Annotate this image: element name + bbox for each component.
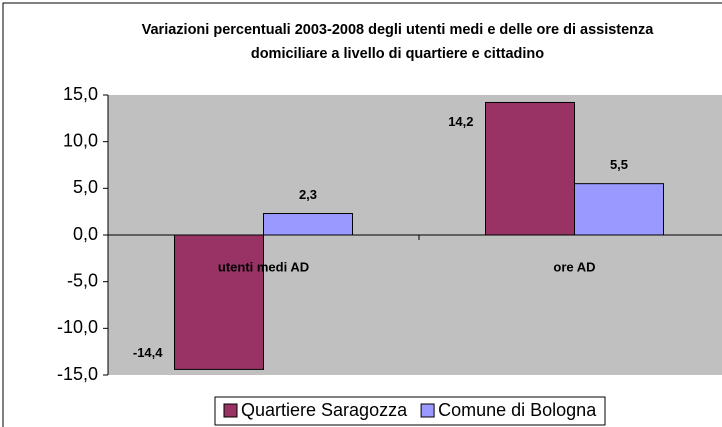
y-tick-label: 15,0 — [63, 84, 98, 104]
legend-box — [214, 396, 606, 426]
y-tick-label: 10,0 — [63, 130, 98, 150]
data-label: 14,2 — [448, 114, 473, 129]
x-tick-label: ore AD — [553, 259, 595, 274]
legend-label: Comune di Bologna — [438, 400, 597, 420]
x-tick-label: utenti medi AD — [218, 259, 309, 274]
y-tick-label: -5,0 — [67, 270, 98, 290]
bar — [574, 183, 664, 236]
legend-swatch — [420, 403, 435, 418]
y-tick-label: 5,0 — [73, 177, 98, 197]
bar — [263, 213, 353, 236]
data-label: 2,3 — [299, 187, 317, 202]
y-tick-label: -15,0 — [57, 364, 98, 384]
legend-label: Quartiere Saragozza — [241, 400, 408, 420]
bar — [174, 234, 264, 370]
legend-swatch — [223, 403, 238, 418]
data-label: 5,5 — [610, 157, 628, 172]
chart-title: Variazioni percentuali 2003-2008 degli u… — [141, 22, 654, 62]
y-tick-label: -10,0 — [57, 317, 98, 337]
data-label: -14,4 — [133, 345, 163, 360]
y-tick-label: 0,0 — [73, 224, 98, 244]
bar — [485, 101, 575, 236]
